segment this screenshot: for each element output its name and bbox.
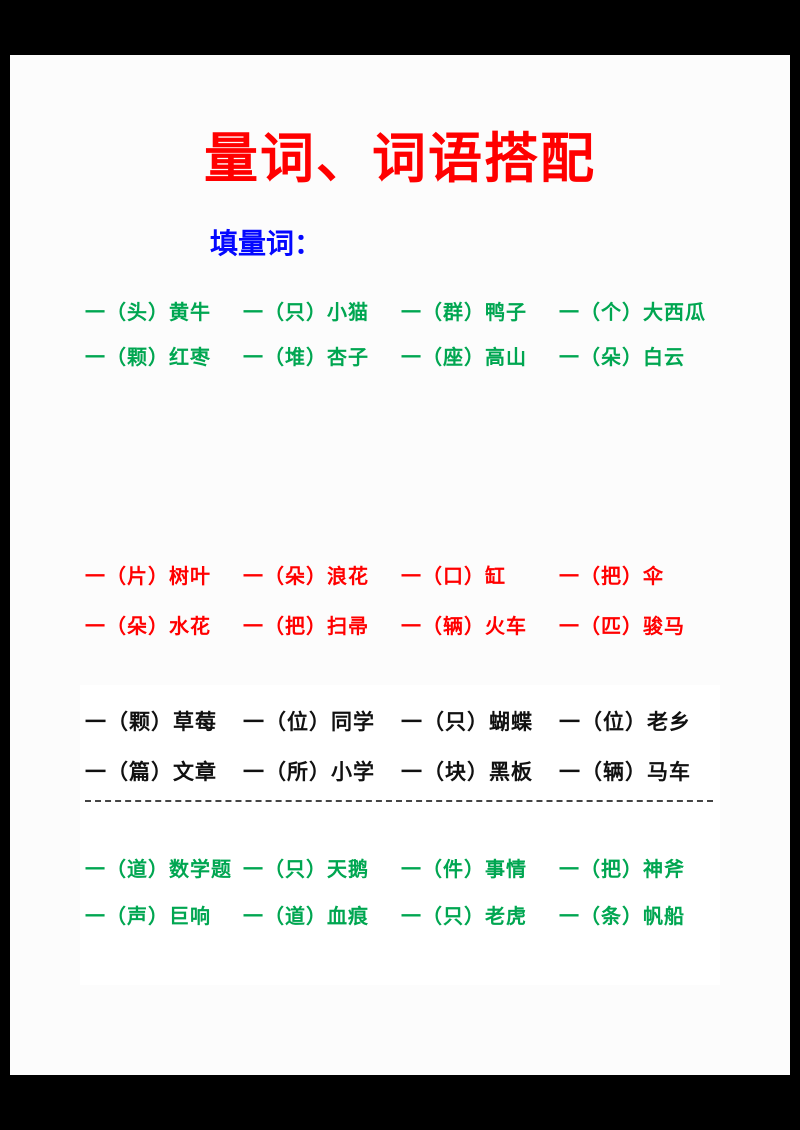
measure-word-item: 一（所）小学: [243, 761, 375, 784]
dashed-divider: [85, 800, 713, 802]
measure-word-row: 一（道）数学题 一（只）天鹅 一（件）事情 一（把）神斧: [85, 853, 730, 882]
measure-word-item: 一（块）黑板: [401, 761, 533, 784]
measure-word-item: 一（座）高山: [401, 347, 527, 369]
measure-word-item: 一（朵）水花: [85, 616, 211, 638]
measure-word-item: 一（辆）火车: [401, 616, 527, 638]
measure-word-item: 一（把）伞: [559, 566, 664, 588]
measure-word-row: 一（声）巨响 一（道）血痕 一（只）老虎 一（条）帆船: [85, 900, 730, 929]
measure-word-item: 一（把）扫帚: [243, 616, 369, 638]
measure-word-item: 一（头）黄牛: [85, 302, 211, 324]
measure-word-item: 一（朵）白云: [559, 347, 685, 369]
page-title: 量词、词语搭配: [204, 129, 596, 189]
measure-word-row: 一（朵）水花 一（把）扫帚 一（辆）火车 一（匹）骏马: [85, 610, 730, 639]
measure-word-item: 一（群）鸭子: [401, 302, 527, 324]
measure-word-item: 一（条）帆船: [559, 906, 685, 928]
measure-word-item: 一（只）天鹅: [243, 859, 369, 881]
measure-word-item: 一（口）缸: [401, 566, 506, 588]
measure-word-item: 一（位）同学: [243, 711, 375, 734]
measure-word-item: 一（辆）马车: [559, 761, 691, 784]
measure-word-row: 一（篇）文章 一（所）小学 一（块）黑板 一（辆）马车: [85, 756, 730, 786]
measure-word-item: 一（朵）浪花: [243, 566, 369, 588]
measure-word-item: 一（个）大西瓜: [559, 302, 706, 324]
measure-word-item: 一（位）老乡: [559, 711, 691, 734]
measure-word-row: 一（片）树叶 一（朵）浪花 一（口）缸 一（把）伞: [85, 560, 730, 589]
measure-word-item: 一（匹）骏马: [559, 616, 685, 638]
measure-word-item: 一（颗）草莓: [85, 711, 217, 734]
measure-word-row: 一（颗）红枣 一（堆）杏子 一（座）高山 一（朵）白云: [85, 341, 730, 370]
measure-word-item: 一（声）巨响: [85, 906, 211, 928]
measure-word-item: 一（篇）文章: [85, 761, 217, 784]
measure-word-item: 一（只）老虎: [401, 906, 527, 928]
measure-word-row: 一（颗）草莓 一（位）同学 一（只）蝴蝶 一（位）老乡: [85, 706, 730, 736]
measure-word-item: 一（把）神斧: [559, 859, 685, 881]
worksheet-card: [80, 685, 720, 985]
measure-word-item: 一（堆）杏子: [243, 347, 369, 369]
measure-word-row: 一（头）黄牛 一（只）小猫 一（群）鸭子 一（个）大西瓜: [85, 296, 730, 325]
measure-word-item: 一（道）血痕: [243, 906, 369, 928]
measure-word-item: 一（件）事情: [401, 859, 527, 881]
measure-word-item: 一（颗）红枣: [85, 347, 211, 369]
measure-word-item: 一（道）数学题: [85, 859, 232, 881]
measure-word-item: 一（片）树叶: [85, 566, 211, 588]
measure-word-item: 一（只）小猫: [243, 302, 369, 324]
measure-word-item: 一（只）蝴蝶: [401, 711, 533, 734]
section-subtitle: 填量词：: [210, 228, 323, 259]
